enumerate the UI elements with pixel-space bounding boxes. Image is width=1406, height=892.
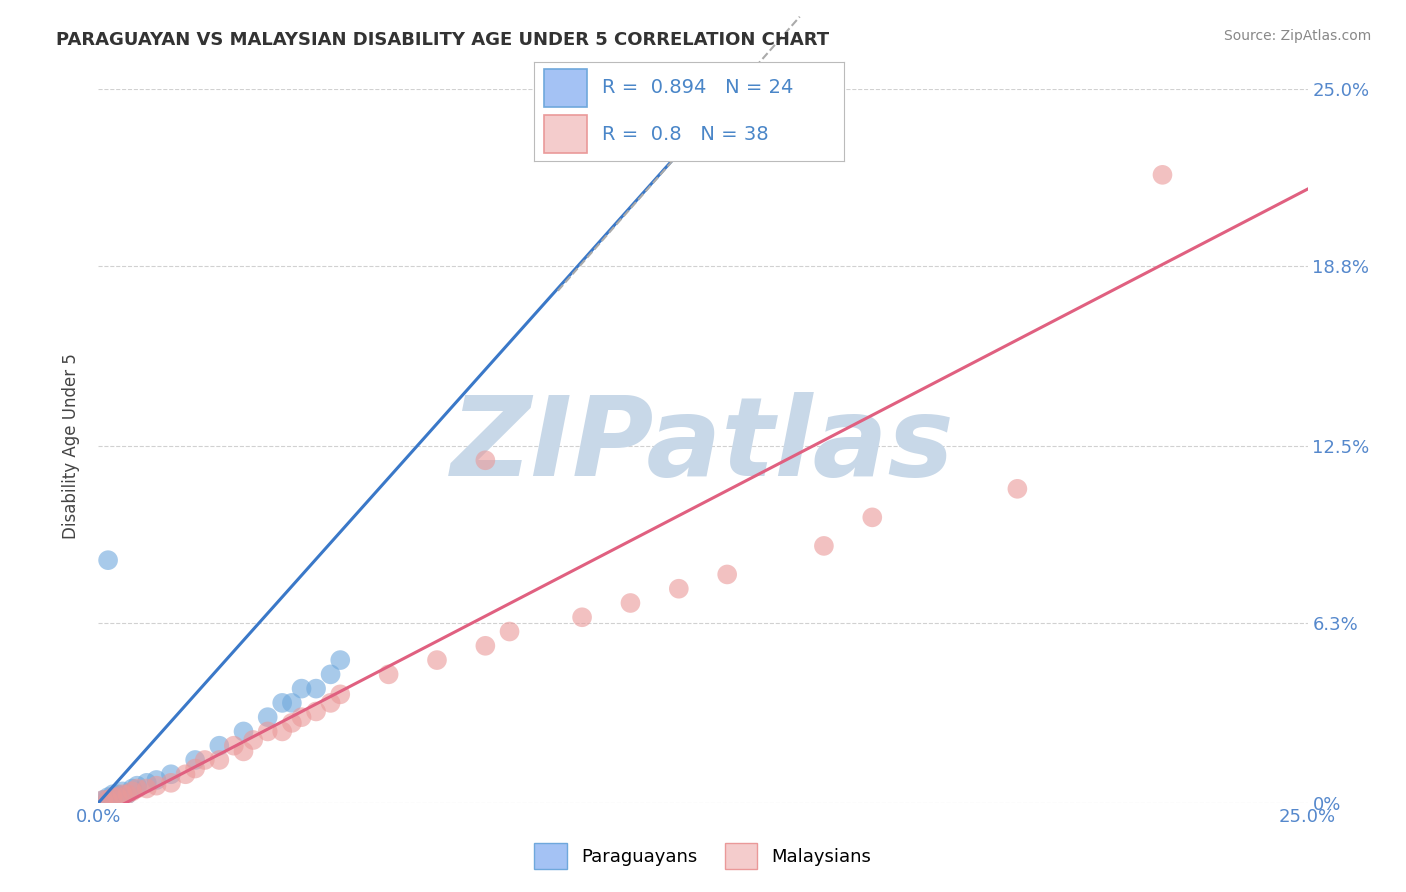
Point [111,787,134,801]
Point [97,553,120,567]
Point [271,724,294,739]
Point [571,610,593,624]
Point [194,753,217,767]
Point [91,793,114,807]
Point [232,744,254,758]
Point [860,510,883,524]
Point [290,681,312,696]
Point [208,739,231,753]
Point [184,762,207,776]
Point [135,781,157,796]
Point [97,793,120,807]
Text: R =  0.894   N = 24: R = 0.894 N = 24 [602,78,794,97]
Point [101,790,124,805]
Point [474,453,496,467]
Point [121,781,143,796]
Text: ZIPatlas: ZIPatlas [451,392,955,500]
Point [160,767,183,781]
Point [91,793,114,807]
Point [117,787,139,801]
Point [498,624,520,639]
Point [111,784,134,798]
Point [329,653,352,667]
Text: R =  0.8   N = 38: R = 0.8 N = 38 [602,125,769,144]
Y-axis label: Disability Age Under 5: Disability Age Under 5 [62,353,80,539]
Point [135,776,157,790]
Point [184,753,207,767]
Point [145,772,167,787]
Point [107,790,129,805]
Point [281,715,304,730]
Point [117,787,139,801]
Point [174,767,197,781]
Text: PARAGUAYAN VS MALAYSIAN DISABILITY AGE UNDER 5 CORRELATION CHART: PARAGUAYAN VS MALAYSIAN DISABILITY AGE U… [56,31,830,49]
Point [97,790,120,805]
Legend: Paraguayans, Malaysians: Paraguayans, Malaysians [527,836,879,876]
Point [474,639,496,653]
Point [1152,168,1174,182]
Point [101,790,124,805]
Point [319,696,342,710]
Point [716,567,738,582]
Point [127,781,149,796]
Point [208,753,231,767]
Point [160,776,183,790]
Bar [544,115,586,153]
Point [107,787,129,801]
Point [145,779,167,793]
Point [619,596,641,610]
Point [305,681,328,696]
Text: Source: ZipAtlas.com: Source: ZipAtlas.com [1223,29,1371,43]
Point [281,696,304,710]
Point [232,724,254,739]
Point [305,705,328,719]
Point [256,724,278,739]
Point [668,582,690,596]
Point [101,787,124,801]
Point [256,710,278,724]
Point [1007,482,1029,496]
Point [329,687,352,701]
Point [242,733,264,747]
Point [426,653,449,667]
Point [271,696,294,710]
Point [377,667,399,681]
Point [813,539,835,553]
Bar [544,70,586,107]
Point [222,739,245,753]
Point [127,779,149,793]
Point [319,667,342,681]
Point [97,793,120,807]
Point [290,710,312,724]
Point [121,784,143,798]
